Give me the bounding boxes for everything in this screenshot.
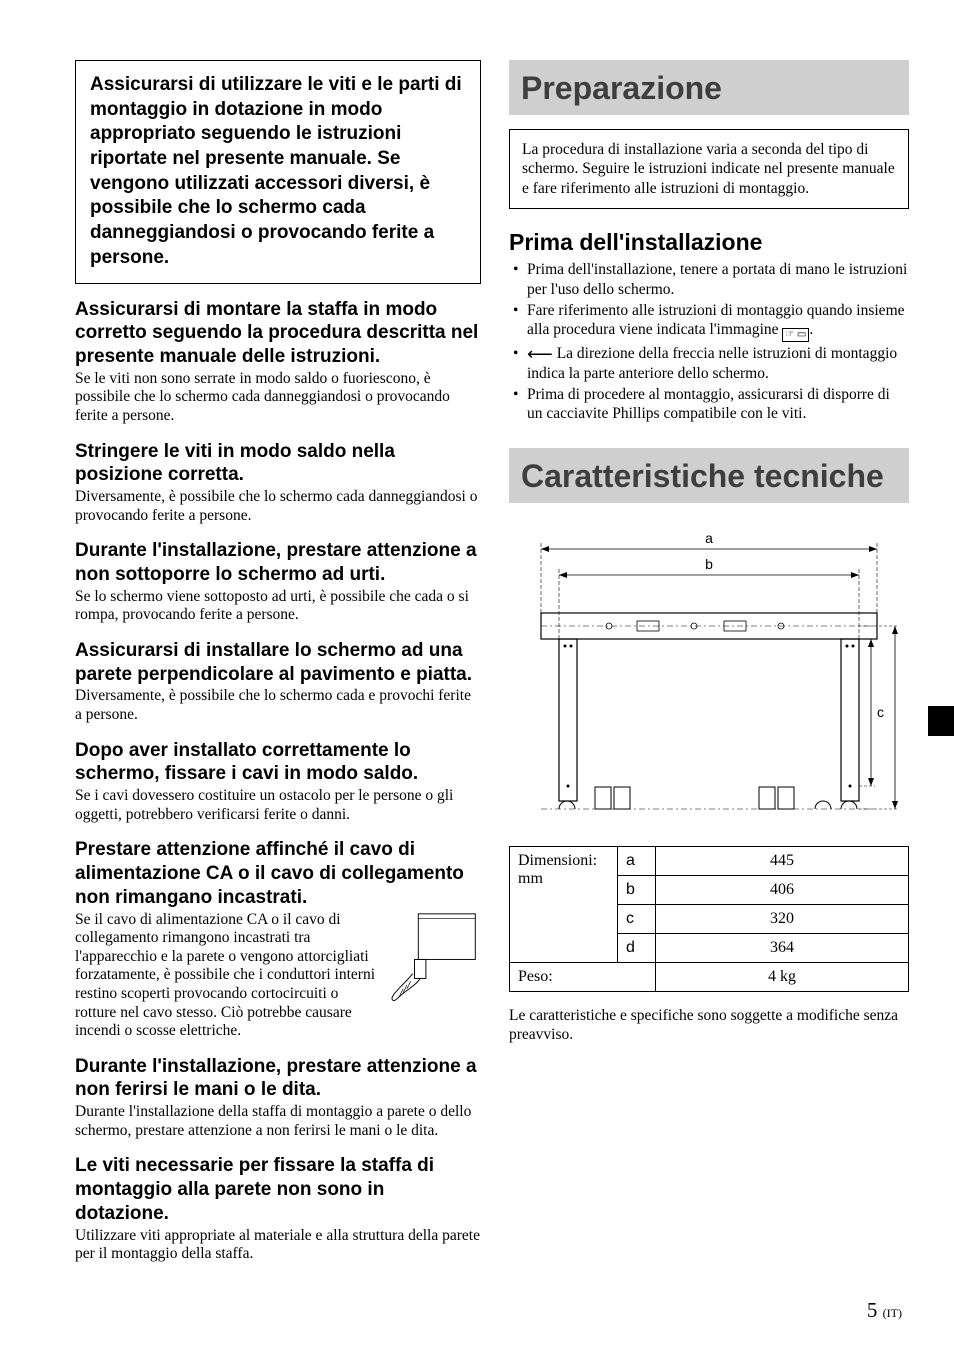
section-4: Dopo aver installato correttamente lo sc…: [75, 739, 481, 825]
bullet-text: Prima di procedere al montaggio, assicur…: [527, 386, 890, 422]
section-5: Prestare attenzione affinché il cavo di …: [75, 838, 481, 1040]
info-box-text: La procedura di installazione varia a se…: [522, 141, 895, 197]
spec-val: 445: [656, 846, 909, 875]
spec-val: 406: [656, 875, 909, 904]
section-heading: Prestare attenzione affinché il cavo di …: [75, 838, 481, 909]
section-body-with-image: Se il cavo di alimentazione CA o il cavo…: [75, 911, 481, 1041]
manual-reference-icon: ☞ ▭: [782, 328, 809, 342]
spec-key: a: [618, 846, 656, 875]
spec-val: 320: [656, 904, 909, 933]
diagram-label-b: b: [705, 556, 713, 572]
section-body: Durante l'installazione della staffa di …: [75, 1103, 481, 1140]
section-3: Assicurarsi di installare lo schermo ad …: [75, 639, 481, 725]
preparation-info-box: La procedura di installazione varia a se…: [509, 129, 909, 209]
bullet-text: Prima dell'installazione, tenere a porta…: [527, 261, 907, 297]
bullet-item: Prima dell'installazione, tenere a porta…: [509, 260, 909, 299]
section-heading: Durante l'installazione, prestare attenz…: [75, 1055, 481, 1103]
title-caratteristiche: Caratteristiche tecniche: [509, 448, 909, 503]
section-heading: Durante l'installazione, prestare attenz…: [75, 539, 481, 587]
page-lang: (IT): [883, 1306, 902, 1320]
section-heading: Le viti necessarie per fissare la staffa…: [75, 1154, 481, 1225]
spec-val: 364: [656, 933, 909, 962]
section-body: Diversamente, è possibile che lo schermo…: [75, 687, 481, 724]
page-number-value: 5: [867, 1298, 878, 1322]
spec-key: d: [618, 933, 656, 962]
section-2: Durante l'installazione, prestare attenz…: [75, 539, 481, 625]
spec-note: Le caratteristiche e specifiche sono sog…: [509, 1006, 909, 1045]
spec-table: Dimensioni: mm a 445 b 406 c 320 d 364 P…: [509, 846, 909, 992]
title-preparazione: Preparazione: [509, 60, 909, 115]
table-row: Dimensioni: mm a 445: [510, 846, 909, 875]
section-6: Durante l'installazione, prestare attenz…: [75, 1055, 481, 1141]
bullet-item: ⟵ La direzione della freccia nelle istru…: [509, 344, 909, 383]
section-0: Assicurarsi di montare la staffa in modo…: [75, 298, 481, 426]
section-body: Utilizzare viti appropriate al materiale…: [75, 1227, 481, 1264]
table-row: Peso: 4 kg: [510, 962, 909, 991]
bullet-item: Prima di procedere al montaggio, assicur…: [509, 385, 909, 424]
section-body: Se i cavi dovessero costituire un ostaco…: [75, 787, 481, 824]
two-column-layout: Assicurarsi di utilizzare le viti e le p…: [75, 60, 909, 1264]
warning-box-main: Assicurarsi di utilizzare le viti e le p…: [75, 60, 481, 284]
section-body: Se lo schermo viene sottoposto ad urti, …: [75, 588, 481, 625]
diagram-label-c: c: [877, 704, 884, 720]
right-column: Preparazione La procedura di installazio…: [509, 60, 909, 1264]
weight-label: Peso:: [510, 962, 656, 991]
page-number: 5 (IT): [867, 1298, 902, 1323]
spec-key: c: [618, 904, 656, 933]
technical-diagram: a b: [509, 521, 909, 826]
bullet-item: Fare riferimento alle istruzioni di mont…: [509, 301, 909, 342]
diagram-label-a: a: [705, 530, 713, 546]
installation-bullets: Prima dell'installazione, tenere a porta…: [509, 260, 909, 424]
bullet-text: La direzione della freccia nelle istruzi…: [527, 345, 897, 381]
bullet-text: Fare riferimento alle istruzioni di mont…: [527, 302, 905, 338]
section-heading: Assicurarsi di montare la staffa in modo…: [75, 298, 481, 369]
side-tab: [928, 706, 954, 736]
cable-illustration-icon: [386, 911, 481, 1006]
section-heading: Stringere le viti in modo saldo nella po…: [75, 440, 481, 488]
section-1: Stringere le viti in modo saldo nella po…: [75, 440, 481, 526]
section-heading: Dopo aver installato correttamente lo sc…: [75, 739, 481, 787]
subheading-prima-install: Prima dell'installazione: [509, 229, 909, 256]
section-body: Diversamente, è possibile che lo schermo…: [75, 488, 481, 525]
section-body: Se le viti non sono serrate in modo sald…: [75, 370, 481, 426]
section-heading: Assicurarsi di installare lo schermo ad …: [75, 639, 481, 687]
dimensions-label: Dimensioni: mm: [510, 846, 618, 962]
section-7: Le viti necessarie per fissare la staffa…: [75, 1154, 481, 1263]
weight-value: 4 kg: [656, 962, 909, 991]
left-column: Assicurarsi di utilizzare le viti e le p…: [75, 60, 481, 1264]
arrow-left-icon: ⟵: [527, 347, 553, 361]
warning-box-text: Assicurarsi di utilizzare le viti e le p…: [90, 74, 462, 268]
spec-key: b: [618, 875, 656, 904]
section-body-text: Se il cavo di alimentazione CA o il cavo…: [75, 911, 375, 1040]
